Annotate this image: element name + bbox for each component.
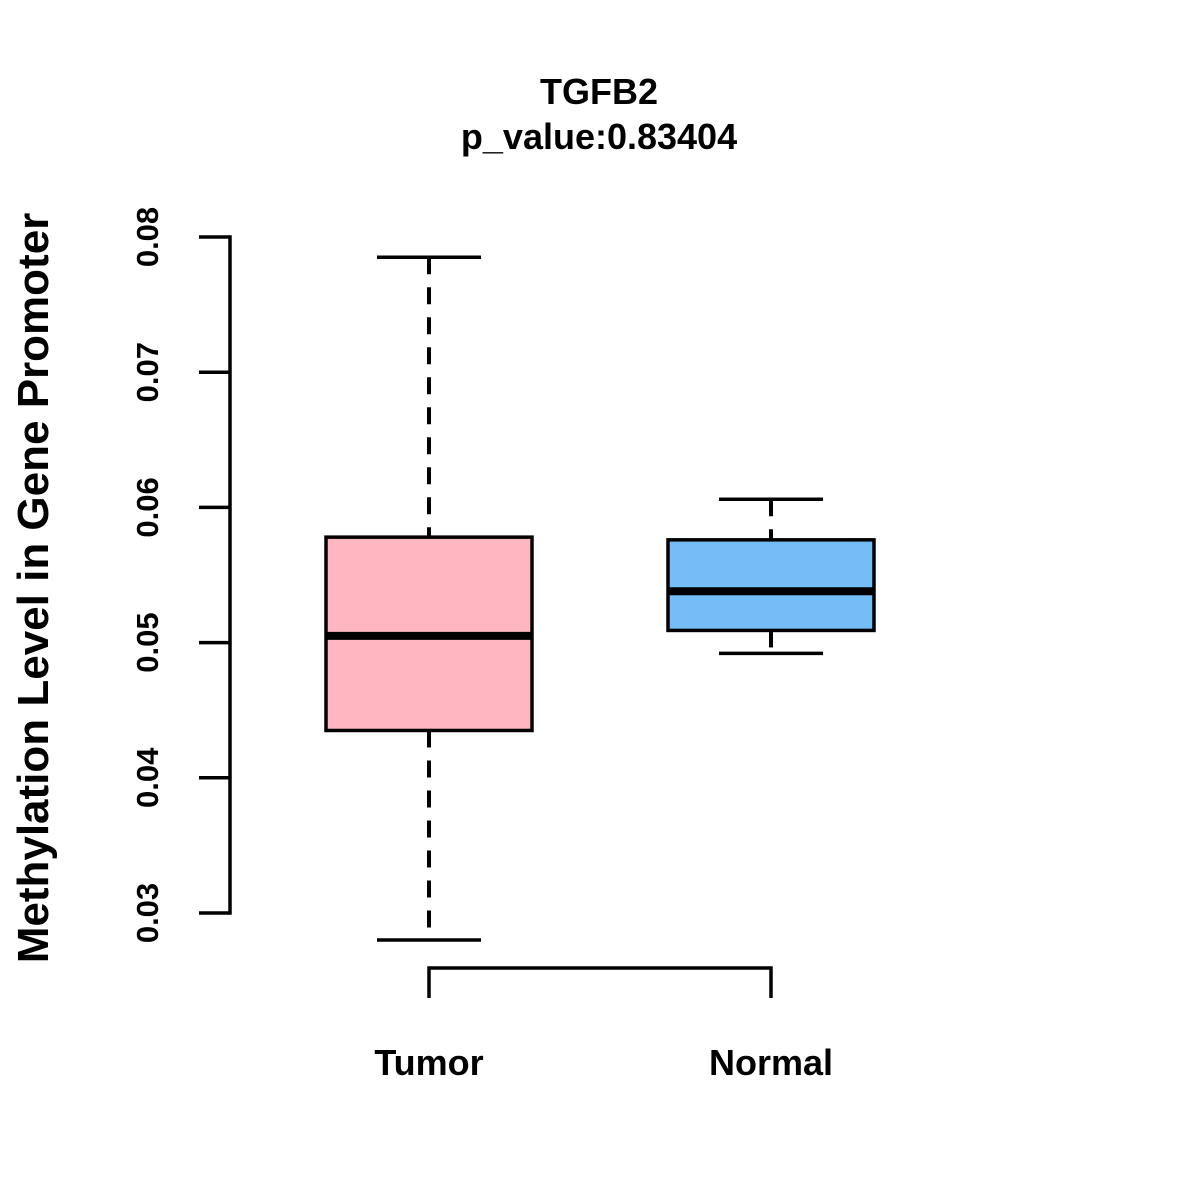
y-axis-tick-label: 0.05 (130, 612, 165, 672)
x-label-tumor: Tumor (374, 1042, 484, 1083)
y-axis-tick-label: 0.03 (130, 883, 165, 943)
y-axis-tick-label: 0.07 (130, 342, 165, 402)
y-axis-tick-label: 0.04 (130, 747, 165, 808)
chart-title: TGFB2 (539, 71, 658, 112)
normal-box (666, 538, 876, 633)
chart-subtitle-pvalue: p_value:0.83404 (460, 116, 738, 157)
y-axis-tick-label: 0.08 (130, 207, 165, 267)
x-axis-line (427, 966, 773, 998)
x-label-normal: Normal (708, 1042, 834, 1083)
y-axis-tick-label: 0.06 (130, 477, 165, 537)
